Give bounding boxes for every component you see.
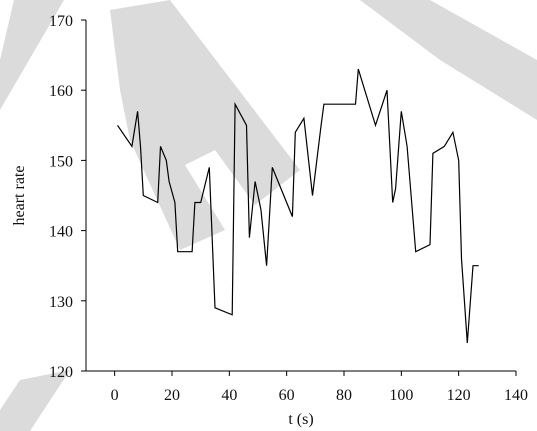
plot-area: [117, 68, 479, 343]
y-tick-label: 120: [49, 364, 73, 381]
watermark-stroke-lower-left: [0, 370, 70, 431]
watermark-stroke-upper-left: [0, 0, 64, 110]
x-tick-label: 140: [504, 387, 528, 404]
x-tick-label: 60: [279, 387, 295, 404]
watermark-stroke-r: [110, 0, 300, 250]
y-tick-label: 150: [49, 153, 73, 170]
y-axis-ticks: 120 130 140 150 160 170: [49, 13, 86, 381]
x-tick-label: 80: [336, 387, 352, 404]
y-tick-label: 170: [49, 13, 73, 30]
y-tick-label: 160: [49, 83, 73, 100]
y-tick-label: 130: [49, 294, 73, 311]
watermark-stroke-upper-right: [360, 0, 537, 120]
x-tick-label: 0: [111, 387, 119, 404]
x-tick-label: 20: [164, 387, 180, 404]
axes: 0 20 40 60 80 100 120 140 120 130 140 150 160 170: [49, 13, 528, 404]
x-tick-label: 40: [221, 387, 237, 404]
y-axis-title: heart rate: [11, 166, 28, 226]
heart-rate-series-line: [117, 68, 479, 343]
x-tick-label: 120: [447, 387, 471, 404]
y-tick-label: 140: [49, 224, 73, 241]
x-axis-ticks: 0 20 40 60 80 100 120 140: [111, 371, 528, 404]
x-tick-label: 100: [389, 387, 413, 404]
x-axis-title: t (s): [288, 411, 313, 428]
